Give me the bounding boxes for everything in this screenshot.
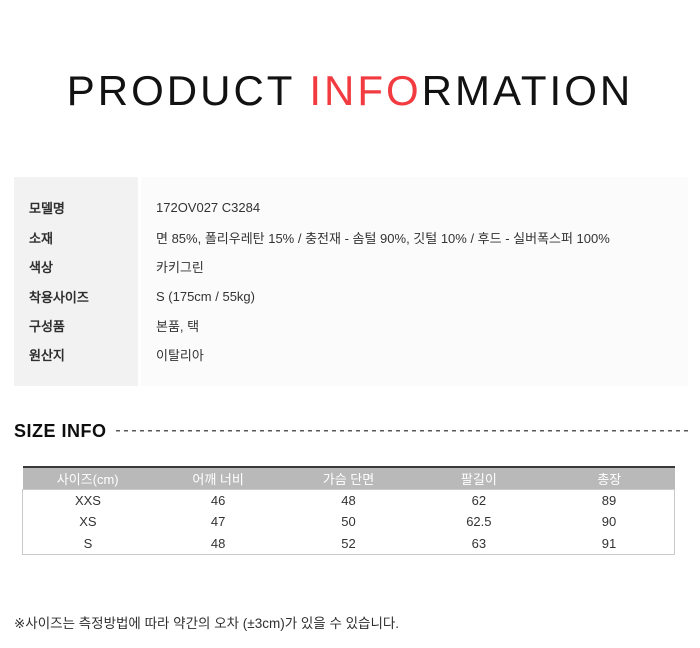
info-value-fit-size: S (175cm / 55kg) [156, 288, 255, 304]
page-title: PRODUCT INFORMATION [0, 0, 700, 114]
info-value-material: 면 85%, 폴리우레탄 15% / 충전재 - 솜털 90%, 깃털 10% … [156, 230, 610, 246]
size-cell: 63 [413, 532, 545, 555]
size-row-xs: XS 47 50 62.5 90 [22, 511, 675, 533]
info-label-material: 소재 [29, 230, 53, 246]
dashed-divider [115, 430, 690, 433]
size-cell: 52 [283, 532, 414, 555]
size-col-length: 총장 [597, 471, 622, 487]
size-table-header: 사이즈(cm) 어깨 너비 가슴 단면 팔길이 총장 [22, 466, 675, 490]
size-cell: XXS [22, 489, 153, 512]
size-cell: 48 [152, 532, 284, 555]
product-info-label-column: 모델명 소재 색상 착용사이즈 구성품 원산지 [14, 177, 138, 386]
info-label-color: 색상 [29, 260, 53, 276]
size-col-shoulder: 어깨 너비 [192, 471, 244, 487]
info-label-origin: 원산지 [29, 348, 65, 364]
size-row-s: S 48 52 63 91 [22, 532, 675, 555]
size-col-size: 사이즈(cm) [56, 471, 119, 487]
size-cell: 90 [544, 511, 675, 533]
info-value-model: 172OV027 C3284 [156, 200, 261, 216]
info-value-color: 카키그린 [156, 260, 204, 276]
size-cell: 89 [544, 489, 675, 512]
size-cell: S [22, 532, 153, 555]
page-title-right: RMATION [421, 67, 634, 114]
info-value-components: 본품, 택 [156, 318, 200, 334]
product-info-table: 모델명 소재 색상 착용사이즈 구성품 원산지 172OV027 C3284 면… [14, 177, 688, 386]
page-title-left: PRODUCT [66, 67, 310, 114]
info-label-model: 모델명 [29, 201, 65, 217]
size-col-chest: 가슴 단면 [322, 471, 375, 487]
size-cell: XS [22, 511, 153, 533]
size-tolerance-note: ※사이즈는 측정방법에 따라 약간의 오차 (±3cm)가 있을 수 있습니다. [14, 615, 400, 631]
info-label-fit-size: 착용사이즈 [29, 289, 89, 305]
product-info-value-column: 172OV027 C3284 면 85%, 폴리우레탄 15% / 충전재 - … [141, 177, 688, 386]
size-col-sleeve: 팔길이 [460, 471, 497, 487]
size-row-xxs: XXS 46 48 62 89 [22, 489, 675, 512]
size-cell: 46 [152, 489, 284, 512]
page-title-accent: INFO [309, 67, 422, 114]
size-cell: 91 [544, 532, 675, 555]
size-table-body: XXS 46 48 62 89 XS 47 50 62.5 90 S 48 52… [22, 489, 675, 555]
size-cell: 62.5 [413, 511, 545, 533]
info-value-origin: 이탈리아 [156, 348, 204, 364]
size-cell: 47 [152, 511, 284, 533]
size-info-heading: SIZE INFO [14, 421, 690, 442]
size-cell: 62 [413, 489, 545, 512]
size-cell: 48 [283, 489, 414, 512]
size-info-heading-label: SIZE INFO [14, 420, 107, 441]
size-table: 사이즈(cm) 어깨 너비 가슴 단면 팔길이 총장 XXS 46 48 62 … [22, 466, 675, 555]
size-table-header-row: 사이즈(cm) 어깨 너비 가슴 단면 팔길이 총장 [22, 466, 675, 490]
info-label-components: 구성품 [29, 318, 65, 334]
size-cell: 50 [283, 511, 414, 533]
